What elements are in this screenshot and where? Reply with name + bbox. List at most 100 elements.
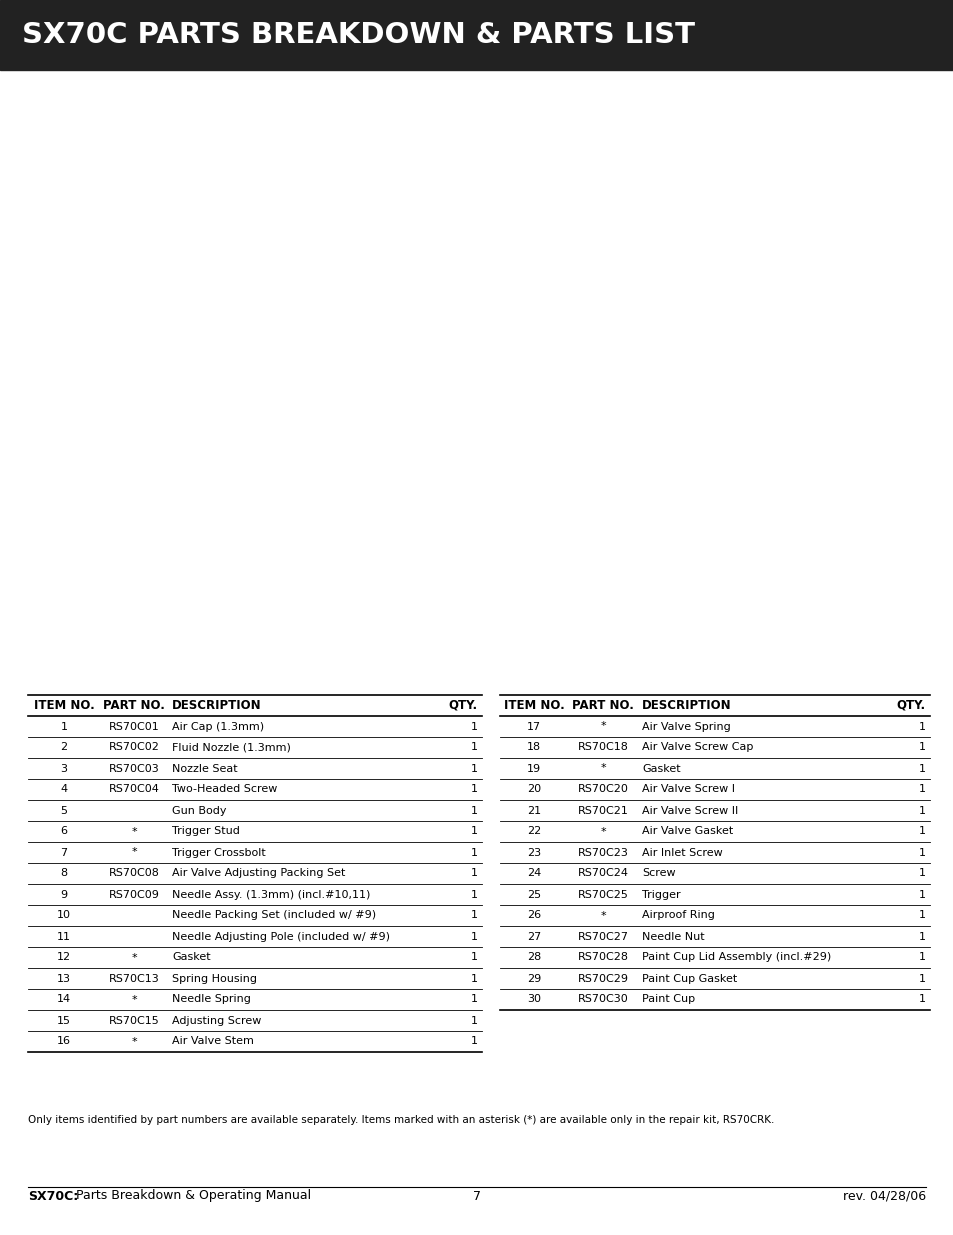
- Text: 4: 4: [60, 784, 68, 794]
- Text: Only items identified by part numbers are available separately. Items marked wit: Only items identified by part numbers ar…: [28, 1115, 774, 1125]
- Text: 1: 1: [471, 1036, 477, 1046]
- Text: Needle Assy. (1.3mm) (incl.#10,11): Needle Assy. (1.3mm) (incl.#10,11): [172, 889, 370, 899]
- Text: Adjusting Screw: Adjusting Screw: [172, 1015, 261, 1025]
- Text: *: *: [132, 847, 136, 857]
- Text: 1: 1: [60, 721, 68, 731]
- Text: 25: 25: [526, 889, 540, 899]
- Text: 1: 1: [471, 1015, 477, 1025]
- Text: Air Valve Adjusting Packing Set: Air Valve Adjusting Packing Set: [172, 868, 345, 878]
- Text: *: *: [599, 910, 605, 920]
- Text: *: *: [599, 763, 605, 773]
- Text: 28: 28: [526, 952, 540, 962]
- Text: SX70C PARTS BREAKDOWN & PARTS LIST: SX70C PARTS BREAKDOWN & PARTS LIST: [22, 21, 695, 49]
- Text: 1: 1: [918, 742, 925, 752]
- Text: Gasket: Gasket: [641, 763, 679, 773]
- Text: 1: 1: [471, 994, 477, 1004]
- Text: 1: 1: [918, 805, 925, 815]
- Text: 26: 26: [526, 910, 540, 920]
- Text: Paint Cup Lid Assembly (incl.#29): Paint Cup Lid Assembly (incl.#29): [641, 952, 830, 962]
- Text: 1: 1: [471, 805, 477, 815]
- Text: SX70C:: SX70C:: [28, 1189, 78, 1203]
- Text: 1: 1: [471, 742, 477, 752]
- Text: Airproof Ring: Airproof Ring: [641, 910, 714, 920]
- Text: 1: 1: [918, 721, 925, 731]
- Text: ITEM NO.: ITEM NO.: [503, 699, 564, 713]
- Text: 1: 1: [918, 826, 925, 836]
- Text: Trigger Stud: Trigger Stud: [172, 826, 239, 836]
- Text: 1: 1: [918, 868, 925, 878]
- Text: *: *: [599, 826, 605, 836]
- Text: 1: 1: [471, 931, 477, 941]
- Text: Paint Cup: Paint Cup: [641, 994, 695, 1004]
- Text: Needle Adjusting Pole (included w/ #9): Needle Adjusting Pole (included w/ #9): [172, 931, 390, 941]
- Text: RS70C29: RS70C29: [577, 973, 628, 983]
- Text: 20: 20: [526, 784, 540, 794]
- Text: 1: 1: [471, 889, 477, 899]
- Text: 1: 1: [918, 973, 925, 983]
- Text: 10: 10: [57, 910, 71, 920]
- Text: 1: 1: [918, 847, 925, 857]
- Text: *: *: [132, 826, 136, 836]
- Text: 1: 1: [471, 763, 477, 773]
- Text: 1: 1: [918, 889, 925, 899]
- Text: 2: 2: [60, 742, 68, 752]
- Text: RS70C03: RS70C03: [109, 763, 159, 773]
- Text: *: *: [132, 952, 136, 962]
- Text: 1: 1: [471, 847, 477, 857]
- Text: RS70C09: RS70C09: [109, 889, 159, 899]
- Text: Parts Breakdown & Operating Manual: Parts Breakdown & Operating Manual: [71, 1189, 311, 1203]
- Text: QTY.: QTY.: [896, 699, 925, 713]
- Text: rev. 04/28/06: rev. 04/28/06: [842, 1189, 925, 1203]
- Text: RS70C20: RS70C20: [577, 784, 628, 794]
- Text: Trigger: Trigger: [641, 889, 679, 899]
- Text: RS70C24: RS70C24: [577, 868, 628, 878]
- Text: *: *: [132, 994, 136, 1004]
- Text: 22: 22: [526, 826, 540, 836]
- Text: RS70C27: RS70C27: [577, 931, 628, 941]
- Text: 18: 18: [526, 742, 540, 752]
- Text: 1: 1: [471, 952, 477, 962]
- Text: 3: 3: [60, 763, 68, 773]
- Text: RS70C25: RS70C25: [577, 889, 628, 899]
- Text: 1: 1: [918, 952, 925, 962]
- Text: *: *: [599, 721, 605, 731]
- Text: Air Valve Stem: Air Valve Stem: [172, 1036, 253, 1046]
- Text: RS70C18: RS70C18: [577, 742, 628, 752]
- Text: PART NO.: PART NO.: [103, 699, 165, 713]
- Text: 1: 1: [918, 931, 925, 941]
- Text: RS70C28: RS70C28: [577, 952, 628, 962]
- Text: 1: 1: [471, 868, 477, 878]
- Text: Air Inlet Screw: Air Inlet Screw: [641, 847, 722, 857]
- Text: 13: 13: [57, 973, 71, 983]
- Text: 5: 5: [60, 805, 68, 815]
- Text: 27: 27: [526, 931, 540, 941]
- Text: Air Valve Screw Cap: Air Valve Screw Cap: [641, 742, 753, 752]
- Text: 1: 1: [471, 973, 477, 983]
- Text: 29: 29: [526, 973, 540, 983]
- Text: DESCRIPTION: DESCRIPTION: [641, 699, 731, 713]
- Text: 1: 1: [918, 763, 925, 773]
- Text: RS70C21: RS70C21: [577, 805, 628, 815]
- Text: Gasket: Gasket: [172, 952, 211, 962]
- Text: 1: 1: [471, 910, 477, 920]
- Text: 30: 30: [526, 994, 540, 1004]
- Text: Needle Nut: Needle Nut: [641, 931, 704, 941]
- Text: Screw: Screw: [641, 868, 675, 878]
- Text: ITEM NO.: ITEM NO.: [33, 699, 94, 713]
- Text: Air Valve Screw II: Air Valve Screw II: [641, 805, 738, 815]
- Text: 9: 9: [60, 889, 68, 899]
- Text: RS70C13: RS70C13: [109, 973, 159, 983]
- Text: Fluid Nozzle (1.3mm): Fluid Nozzle (1.3mm): [172, 742, 291, 752]
- Text: Two-Headed Screw: Two-Headed Screw: [172, 784, 277, 794]
- Text: PART NO.: PART NO.: [572, 699, 634, 713]
- Text: RS70C02: RS70C02: [109, 742, 159, 752]
- Text: Air Cap (1.3mm): Air Cap (1.3mm): [172, 721, 264, 731]
- Text: 24: 24: [526, 868, 540, 878]
- Text: Nozzle Seat: Nozzle Seat: [172, 763, 237, 773]
- Text: 7: 7: [60, 847, 68, 857]
- Text: 17: 17: [526, 721, 540, 731]
- Text: *: *: [132, 1036, 136, 1046]
- Text: 8: 8: [60, 868, 68, 878]
- Text: 1: 1: [471, 784, 477, 794]
- Text: 19: 19: [526, 763, 540, 773]
